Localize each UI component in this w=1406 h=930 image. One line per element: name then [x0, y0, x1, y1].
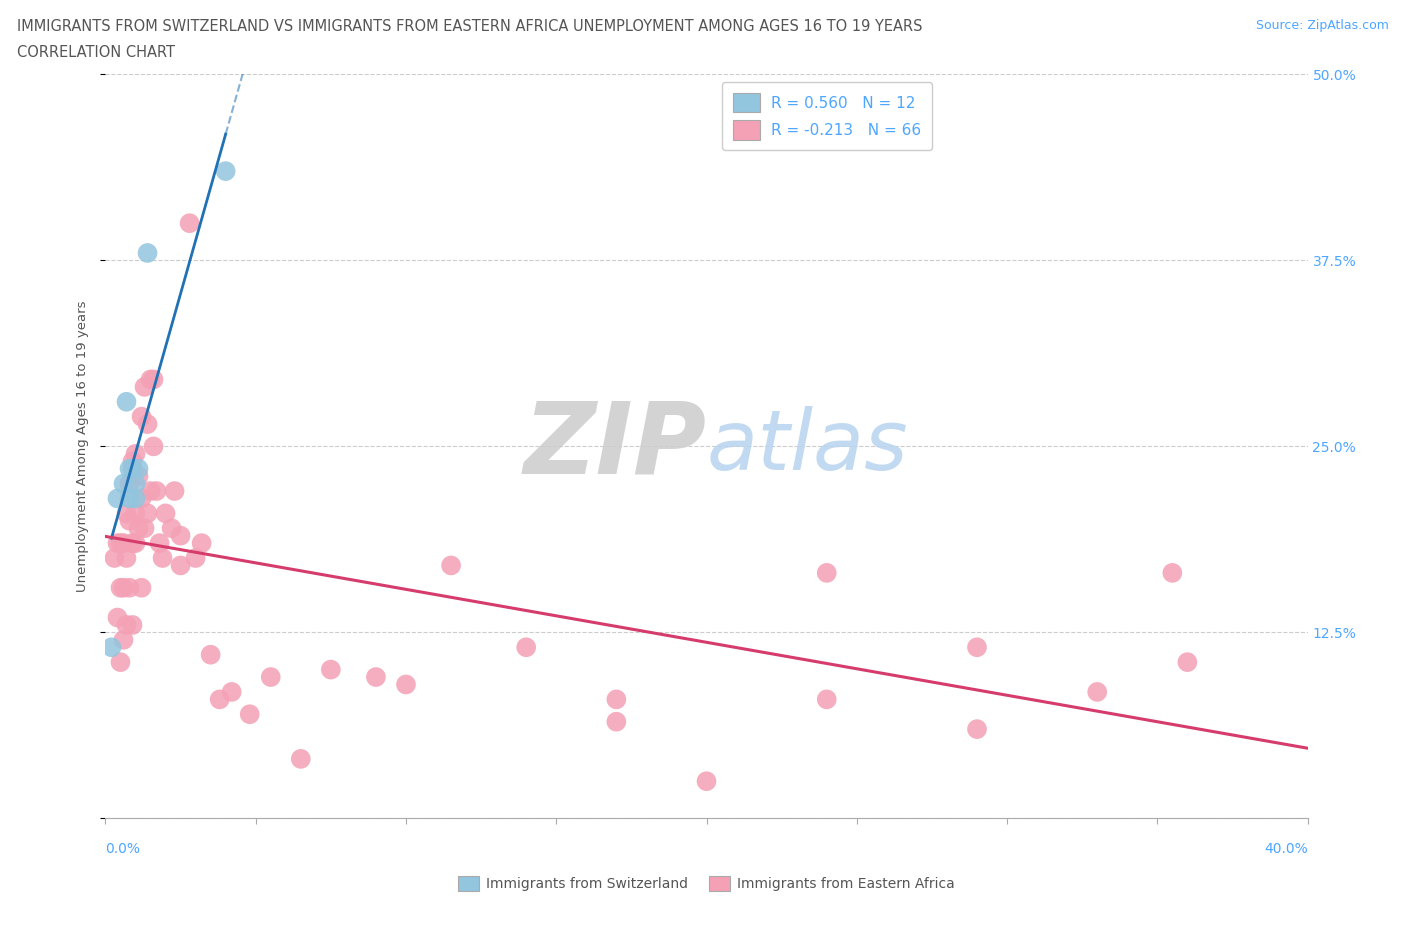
Text: atlas: atlas	[707, 405, 908, 487]
Point	[815, 565, 838, 580]
Point	[100, 640, 122, 655]
Point	[121, 454, 143, 469]
Point	[163, 484, 186, 498]
Point	[112, 580, 135, 595]
Point	[214, 164, 236, 179]
Point	[121, 536, 143, 551]
Point	[966, 722, 988, 737]
Point	[131, 409, 153, 424]
Point	[221, 684, 243, 699]
Point	[131, 580, 153, 595]
Point	[142, 372, 165, 387]
Point	[110, 580, 132, 595]
Point	[208, 692, 231, 707]
Point	[142, 439, 165, 454]
Point	[169, 558, 191, 573]
Point	[124, 491, 146, 506]
Point	[124, 506, 146, 521]
Point	[134, 379, 156, 394]
Point	[966, 640, 988, 655]
Point	[515, 640, 537, 655]
Point	[107, 491, 129, 506]
Point	[115, 394, 138, 409]
Point	[112, 632, 135, 647]
Point	[118, 461, 141, 476]
Point	[118, 580, 141, 595]
Point	[319, 662, 342, 677]
Text: IMMIGRANTS FROM SWITZERLAND VS IMMIGRANTS FROM EASTERN AFRICA UNEMPLOYMENT AMONG: IMMIGRANTS FROM SWITZERLAND VS IMMIGRANT…	[17, 19, 922, 33]
Point	[139, 484, 162, 498]
Y-axis label: Unemployment Among Ages 16 to 19 years: Unemployment Among Ages 16 to 19 years	[76, 300, 90, 592]
Point	[145, 484, 167, 498]
Point	[155, 506, 177, 521]
Text: CORRELATION CHART: CORRELATION CHART	[17, 45, 174, 60]
Point	[200, 647, 222, 662]
Point	[184, 551, 207, 565]
Point	[190, 536, 212, 551]
Point	[605, 692, 627, 707]
Point	[115, 618, 138, 632]
Point	[696, 774, 718, 789]
Point	[121, 618, 143, 632]
Point	[364, 670, 387, 684]
Point	[115, 551, 138, 565]
Point	[128, 461, 150, 476]
Text: ZIP: ZIP	[523, 398, 707, 495]
Point	[1175, 655, 1198, 670]
Point	[136, 417, 159, 432]
Point	[395, 677, 418, 692]
Text: 0.0%: 0.0%	[105, 842, 141, 856]
Point	[1085, 684, 1108, 699]
Point	[136, 246, 159, 260]
Point	[139, 372, 162, 387]
Point	[128, 521, 150, 536]
Point	[605, 714, 627, 729]
Point	[239, 707, 262, 722]
Point	[121, 461, 143, 476]
Point	[118, 491, 141, 506]
Point	[440, 558, 463, 573]
Point	[124, 446, 146, 461]
Text: 40.0%: 40.0%	[1264, 842, 1308, 856]
Point	[148, 536, 170, 551]
Point	[124, 536, 146, 551]
Point	[290, 751, 312, 766]
Point	[128, 469, 150, 484]
Point	[131, 491, 153, 506]
Point	[110, 536, 132, 551]
Point	[152, 551, 174, 565]
Point	[112, 536, 135, 551]
Text: Source: ZipAtlas.com: Source: ZipAtlas.com	[1256, 19, 1389, 32]
Point	[110, 655, 132, 670]
Point	[1161, 565, 1184, 580]
Point	[107, 536, 129, 551]
Point	[107, 610, 129, 625]
Point	[815, 692, 838, 707]
Point	[134, 521, 156, 536]
Point	[115, 506, 138, 521]
Point	[136, 506, 159, 521]
Point	[112, 476, 135, 491]
Point	[169, 528, 191, 543]
Point	[179, 216, 201, 231]
Point	[124, 476, 146, 491]
Point	[260, 670, 283, 684]
Point	[118, 476, 141, 491]
Point	[103, 551, 125, 565]
Point	[118, 513, 141, 528]
Point	[160, 521, 183, 536]
Legend: Immigrants from Switzerland, Immigrants from Eastern Africa: Immigrants from Switzerland, Immigrants …	[453, 870, 960, 897]
